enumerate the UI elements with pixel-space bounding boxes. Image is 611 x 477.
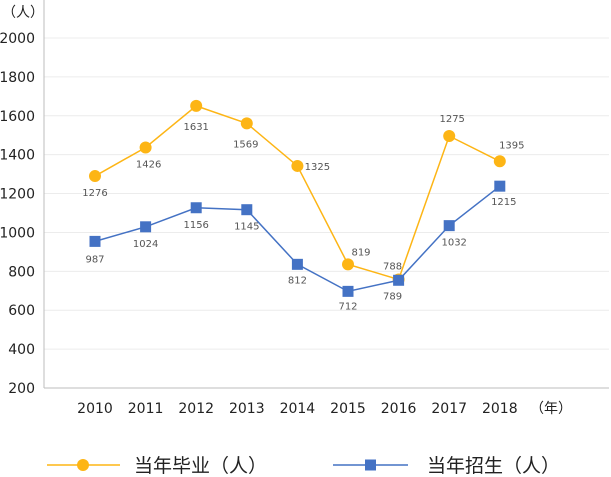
point-enrollment-2016	[393, 274, 405, 286]
data-label-enrollment-2011: 1024	[133, 239, 158, 250]
point-graduates-2018	[493, 155, 506, 168]
point-enrollment-2010	[89, 235, 101, 247]
y-tick-1000: 1000	[0, 225, 35, 241]
y-tick-800: 800	[8, 264, 35, 280]
data-label-graduates-2012: 1631	[183, 122, 208, 133]
point-enrollment-2014	[291, 258, 303, 270]
y-tick-1600: 1600	[0, 109, 35, 125]
point-enrollment-2015	[342, 285, 354, 297]
legend-label-graduates: 当年毕业（人）	[134, 455, 267, 477]
y-tick-2000: 2000	[0, 31, 35, 47]
x-tick-2016: 2016	[381, 401, 417, 417]
legend-label-enrollment: 当年招生（人）	[427, 455, 560, 477]
x-tick-2018: 2018	[482, 401, 518, 417]
y-tick-200: 200	[8, 381, 35, 397]
point-graduates-2011	[139, 141, 152, 154]
data-label-graduates-2010: 1276	[82, 188, 107, 199]
data-label-graduates-2017: 1275	[439, 114, 464, 125]
data-label-enrollment-2012: 1156	[183, 220, 208, 231]
data-label-enrollment-2013: 1145	[234, 222, 259, 233]
point-enrollment-2013	[241, 204, 253, 216]
data-label-enrollment-2014: 812	[288, 275, 307, 286]
data-label-graduates-2015: 819	[351, 247, 370, 258]
x-tick-2013: 2013	[229, 401, 265, 417]
x-tick-2010: 2010	[77, 401, 113, 417]
y-tick-600: 600	[8, 303, 35, 319]
y-tick-1400: 1400	[0, 148, 35, 164]
gridlines	[44, 37, 609, 350]
x-axis-unit-label: （年）	[530, 401, 572, 417]
y-axis-unit-label: （人）	[2, 5, 44, 21]
y-tick-1200: 1200	[0, 187, 35, 203]
data-label-graduates-2018: 1395	[499, 140, 524, 151]
x-tick-2014: 2014	[280, 401, 316, 417]
point-graduates-2013	[240, 117, 253, 130]
x-axis-ticks: 2010 2011 2012 2013 2014 2015 2016 2017 2018	[77, 401, 517, 417]
legend-item-enrollment[interactable]: 当年招生（人）	[333, 455, 560, 477]
axes	[43, 0, 609, 389]
point-graduates-2012	[190, 99, 203, 112]
y-tick-1800: 1800	[0, 70, 35, 86]
point-graduates-2017	[443, 130, 456, 142]
point-graduates-2015	[342, 258, 354, 271]
x-tick-2015: 2015	[330, 401, 366, 417]
point-enrollment-2018	[494, 180, 506, 192]
data-label-enrollment-2018: 1215	[491, 197, 516, 208]
x-tick-2012: 2012	[178, 401, 214, 417]
series-layer	[89, 99, 506, 297]
point-graduates-2010	[89, 170, 101, 183]
legend-marker-graduates	[77, 459, 89, 471]
point-enrollment-2011	[140, 221, 152, 233]
x-tick-2017: 2017	[431, 401, 467, 417]
data-label-enrollment-2016: 789	[383, 291, 402, 302]
point-enrollment-2017	[443, 220, 455, 232]
legend-item-graduates[interactable]: 当年毕业（人）	[47, 455, 267, 477]
data-label-graduates-2011: 1426	[136, 159, 161, 170]
point-enrollment-2012	[190, 202, 202, 214]
legend: 当年毕业（人） 当年招生（人）	[47, 455, 560, 477]
data-label-graduates-2016: 788	[383, 262, 402, 273]
data-label-graduates-2014: 1325	[305, 162, 330, 173]
data-label-enrollment-2010: 987	[85, 254, 104, 265]
x-tick-2011: 2011	[128, 401, 164, 417]
data-label-enrollment-2015: 712	[338, 301, 357, 312]
data-label-enrollment-2017: 1032	[441, 238, 466, 249]
y-axis-ticks: 200 400 600 800 1000 1200 1400 1600 1800 2000	[0, 31, 35, 397]
data-label-graduates-2013: 1569	[233, 139, 258, 150]
series-line-graduates	[94, 105, 501, 281]
data-labels: 1276 1426 1631 1569 1325 819 788 1275 1395 987 102…	[82, 114, 524, 312]
point-graduates-2014	[291, 159, 304, 172]
legend-marker-enrollment	[365, 459, 376, 471]
y-tick-400: 400	[8, 342, 35, 358]
